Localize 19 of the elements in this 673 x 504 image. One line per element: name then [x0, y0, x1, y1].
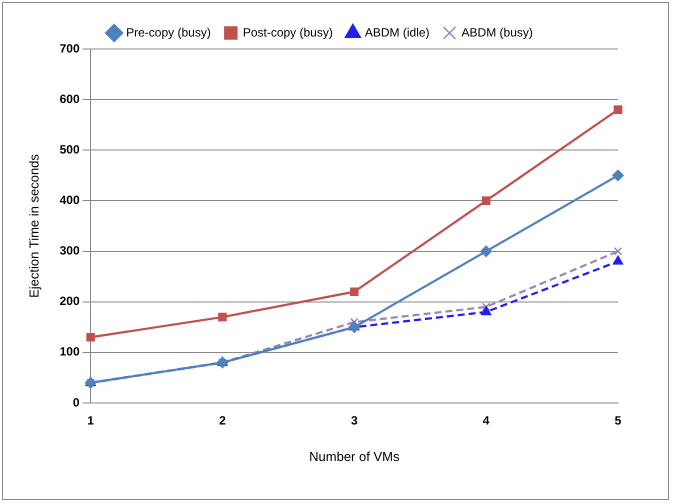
x-tick-label: 5 [614, 414, 622, 428]
x-tick-label: 3 [350, 414, 358, 428]
x-axis-title: Number of VMs [309, 448, 400, 464]
x-tick-label: 2 [219, 414, 226, 428]
y-tick-label: 100 [60, 344, 80, 359]
y-axis-title: Ejection Time in seconds [26, 154, 42, 298]
x-tick-label: 4 [482, 414, 490, 428]
y-tick-label: 0 [72, 395, 80, 410]
y-tick-label: 700 [60, 41, 80, 56]
y-tick-label: 600 [60, 92, 80, 106]
legend-label: Pre-copy (busy) [126, 25, 211, 40]
legend-label: Post-copy (busy) [242, 25, 333, 40]
x-tick-label: 1 [87, 414, 94, 428]
legend-label: ABDM (busy) [462, 25, 533, 40]
legend-label: ABDM (idle) [364, 25, 430, 40]
y-tick-label: 300 [60, 244, 80, 258]
y-tick-label: 200 [60, 294, 80, 308]
y-tick-label: 400 [60, 193, 80, 208]
y-tick-label: 500 [60, 142, 80, 156]
